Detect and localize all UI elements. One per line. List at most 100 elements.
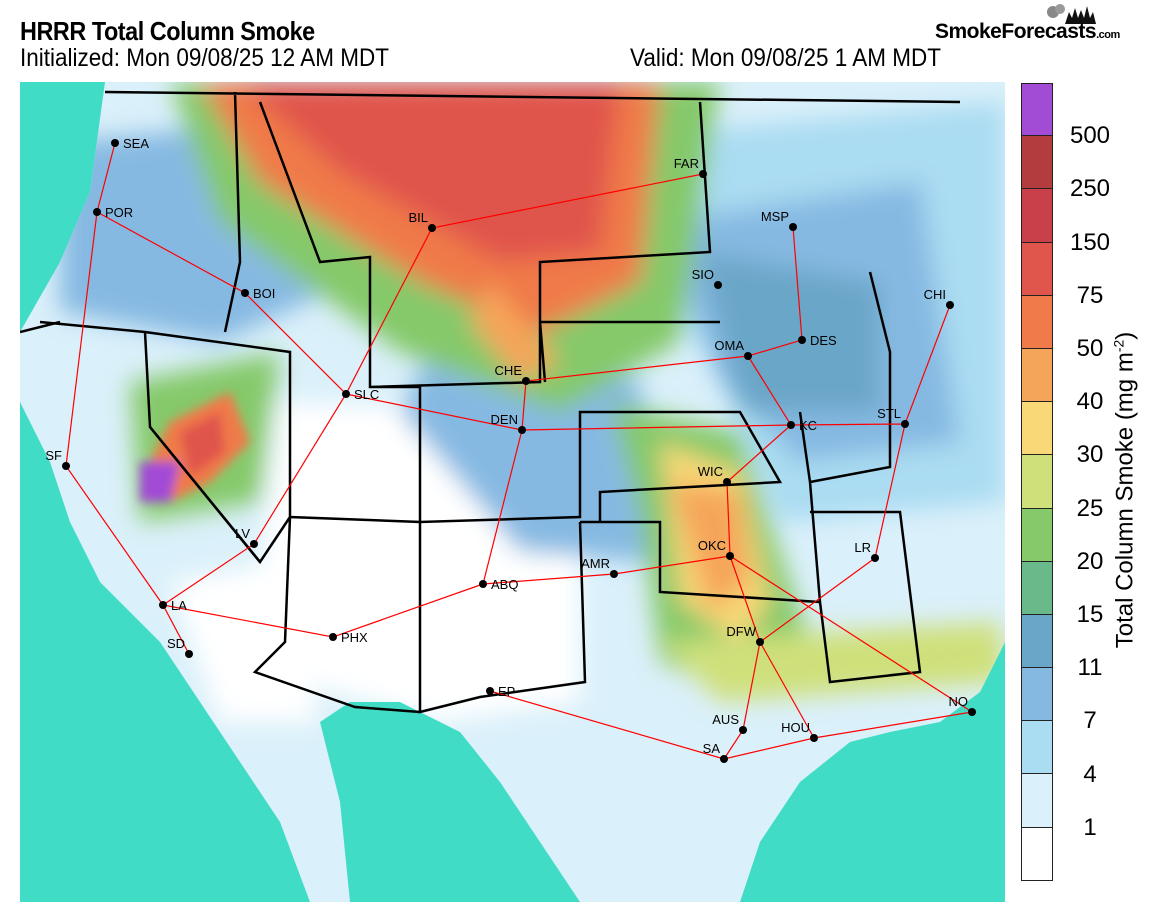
legend-tick: 250 (1069, 175, 1111, 203)
color-legend (1021, 83, 1053, 881)
legend-swatch (1021, 455, 1053, 509)
city-label: ABQ (491, 577, 518, 592)
city-dot (968, 708, 976, 716)
city-label: OKC (698, 538, 726, 553)
city-label: FAR (674, 156, 699, 171)
city-dot (329, 633, 337, 641)
valid-time: Valid: Mon 09/08/25 1 AM MDT (630, 44, 941, 72)
legend-swatch (1021, 508, 1053, 562)
city-label: SEA (123, 136, 149, 151)
city-label: HOU (781, 720, 810, 735)
legend-swatch (1021, 295, 1053, 349)
city-dot (756, 638, 764, 646)
legend-swatch (1021, 561, 1053, 615)
city-dot (479, 580, 487, 588)
city-label: SIO (692, 267, 714, 282)
legend-swatch (1021, 136, 1053, 190)
legend-swatch (1021, 83, 1053, 137)
city-dot (93, 208, 101, 216)
city-label: MSP (761, 209, 789, 224)
city-dot (810, 734, 818, 742)
city-dot (610, 570, 618, 578)
legend-swatch (1021, 774, 1053, 828)
city-label: POR (105, 205, 133, 220)
city-label: NO (949, 694, 969, 709)
legend-title-text: Total Column Smoke (mg m (1111, 352, 1139, 649)
legend-tick: 20 (1076, 547, 1104, 575)
city-dot (798, 336, 806, 344)
legend-tick: 75 (1076, 281, 1104, 309)
city-label: BOI (253, 286, 275, 301)
smokeforecasts-logo: SmokeForecasts.com (935, 4, 1150, 44)
city-label: AUS (712, 712, 739, 727)
legend-swatch (1021, 242, 1053, 296)
city-dot (518, 426, 526, 434)
city-dot (744, 352, 752, 360)
city-label: AMR (581, 556, 610, 571)
legend-title-sup: -2 (1110, 339, 1127, 353)
city-label: SF (45, 448, 62, 463)
city-label: PHX (341, 630, 368, 645)
legend-swatch (1021, 827, 1053, 881)
smoke-map: SEA POR BOI SF LA SD LV PHX SLC BIL CHE DEN ABQ EP AMR… (20, 82, 1005, 902)
city-label: WIC (698, 464, 723, 479)
city-label: STL (877, 406, 901, 421)
city-label: DFW (726, 624, 756, 639)
legend-swatch (1021, 402, 1053, 456)
smoke-tree-logo-icon (1047, 4, 1096, 24)
city-dot (723, 478, 731, 486)
legend-tick: 50 (1076, 335, 1104, 362)
map-title: HRRR Total Column Smoke (20, 16, 315, 46)
city-dot (111, 139, 119, 147)
city-label: LR (854, 540, 871, 555)
city-dot (241, 289, 249, 297)
city-label: OMA (714, 338, 744, 353)
city-label: DEN (491, 412, 518, 427)
city-label: LA (171, 598, 187, 613)
city-label: BIL (408, 210, 428, 225)
legend-tick: 11 (1077, 654, 1103, 682)
city-dot (185, 650, 193, 658)
legend-swatch (1021, 721, 1053, 775)
legend-tick: 4 (1083, 760, 1097, 788)
city-dot (789, 223, 797, 231)
city-dot (726, 552, 734, 560)
city-markers: SEA POR BOI SF LA SD LV PHX SLC BIL CHE DEN ABQ EP AMR… (45, 136, 976, 763)
legend-tick: 150 (1069, 228, 1111, 256)
city-dot (946, 301, 954, 309)
city-label: CHI (924, 287, 946, 302)
legend-swatch (1021, 189, 1053, 243)
logo-text: SmokeForecasts.com (935, 20, 1120, 43)
legend-swatch (1021, 614, 1053, 669)
legend-tick: 1 (1083, 813, 1097, 841)
city-label: KC (799, 418, 817, 433)
legend-tick: 30 (1076, 441, 1104, 469)
city-dot (159, 601, 167, 609)
city-dot (62, 462, 70, 470)
city-label: EP (498, 684, 515, 699)
city-label: LV (235, 526, 250, 541)
legend-tick: 40 (1076, 388, 1104, 416)
initialized-time: Initialized: Mon 09/08/25 12 AM MDT (20, 44, 389, 72)
city-dot (522, 377, 530, 385)
city-dot (250, 540, 258, 548)
city-dot (428, 224, 436, 232)
legend-swatch (1021, 668, 1053, 722)
city-label: SLC (354, 387, 379, 402)
city-label: SD (167, 636, 185, 651)
city-dot (486, 687, 494, 695)
city-dot (739, 726, 747, 734)
legend-tick: 15 (1076, 601, 1104, 628)
city-dot (342, 390, 350, 398)
city-dot (699, 170, 707, 178)
city-label: SA (703, 741, 721, 756)
legend-tick: 25 (1076, 494, 1104, 522)
legend-title: Total Column Smoke (mg m-2) (1111, 332, 1140, 649)
city-dot (901, 420, 909, 428)
legend-tick: 500 (1069, 122, 1111, 150)
legend-title-close: ) (1111, 331, 1139, 340)
legend-swatch (1021, 348, 1053, 403)
city-dot (720, 755, 728, 763)
city-dot (714, 281, 722, 289)
city-dot (787, 421, 795, 429)
